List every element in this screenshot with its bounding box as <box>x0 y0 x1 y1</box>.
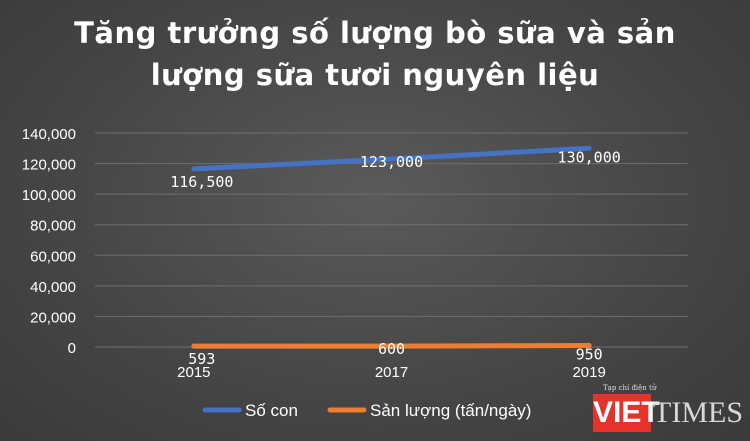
y-tick-label: 80,000 <box>30 218 76 235</box>
y-tick-label: 100,000 <box>22 187 76 204</box>
chart-title-line-2: lượng sữa tươi nguyên liệu <box>150 58 600 92</box>
data-label: 593 <box>188 350 215 368</box>
y-tick-label: 120,000 <box>22 157 76 174</box>
legend-label: Số con <box>245 401 298 420</box>
logo-viet: VIET <box>593 394 660 432</box>
y-tick-label: 0 <box>68 340 76 357</box>
y-tick-label: 140,000 <box>22 126 76 143</box>
legend: Số con Sản lượng (tấn/ngày) <box>202 401 531 420</box>
y-axis: 0 20,000 40,000 60,000 80,000 100,000 120,000 1… <box>22 126 76 357</box>
y-tick-label: 20,000 <box>30 309 76 326</box>
legend-label: Sản lượng (tấn/ngày) <box>370 401 531 420</box>
y-tick-label: 60,000 <box>30 248 76 265</box>
y-tick-label: 40,000 <box>30 279 76 296</box>
vietimes-logo: Tạp chí điện tử VIET TIMES <box>593 384 743 436</box>
logo-times: TIMES <box>653 396 743 429</box>
x-tick-label: 2019 <box>572 364 605 381</box>
series-lines <box>191 145 592 349</box>
data-label: 116,500 <box>170 173 233 191</box>
data-labels: 116,500 123,000 130,000 593 600 950 <box>170 148 621 368</box>
gridlines <box>95 132 688 348</box>
x-tick-label: 2015 <box>177 364 210 381</box>
logo-tagline: Tạp chí điện tử <box>603 384 657 392</box>
data-label: 950 <box>576 346 603 364</box>
chart-title: Tăng trưởng số lượng bò sữa và sản lượng… <box>0 12 750 96</box>
x-tick-label: 2017 <box>375 364 408 381</box>
data-label: 123,000 <box>360 153 423 171</box>
data-label: 130,000 <box>558 148 621 166</box>
x-axis: 2015 2017 2019 <box>177 364 606 381</box>
data-label: 600 <box>378 340 405 358</box>
chart-title-line-1: Tăng trưởng số lượng bò sữa và sản <box>74 16 676 50</box>
